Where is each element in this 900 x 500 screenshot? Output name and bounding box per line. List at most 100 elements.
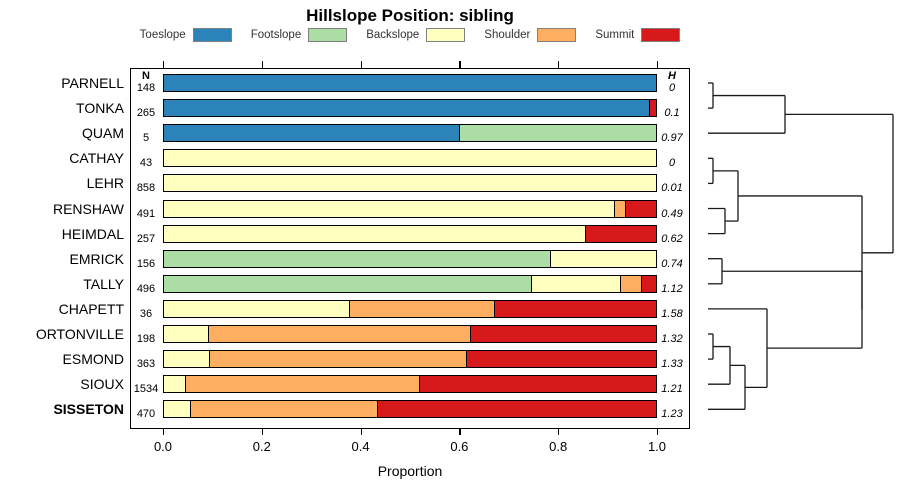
bar-segment-backslope	[164, 225, 586, 242]
axis-tick-bottom	[360, 428, 362, 435]
axis-tick-top	[261, 61, 263, 68]
axis-tick-label: 1.0	[647, 439, 667, 454]
legend-swatch-footslope	[308, 28, 348, 42]
axis-tick-bottom	[459, 428, 461, 435]
legend-label: Toeslope	[139, 29, 186, 41]
row-label-sioux: SIOUX	[80, 376, 124, 393]
bar-segment-footslope	[459, 125, 656, 142]
row-label-parnell: PARNELL	[61, 75, 124, 91]
bar-row-cathay	[163, 149, 657, 168]
bar-segment-summit	[377, 401, 656, 418]
h-value: 1.58	[661, 307, 683, 320]
n-value: 36	[139, 307, 153, 320]
axis-tick-label: 0.4	[351, 439, 370, 454]
bar-segment-summit	[585, 225, 656, 242]
bar-segment-backslope	[164, 150, 656, 167]
bar-segment-backslope	[164, 175, 656, 192]
bar-segment-backslope	[531, 275, 621, 292]
bar-segment-backslope	[164, 376, 186, 393]
legend: Toeslope Footslope Backslope Shoulder Summit	[60, 26, 760, 44]
h-value: 0.49	[661, 207, 683, 220]
h-value: 1.33	[661, 358, 683, 371]
h-column-header: H	[668, 70, 676, 82]
bar-segment-toeslope	[164, 125, 460, 142]
legend-label: Footslope	[250, 29, 302, 41]
bar-row-heimdal	[163, 224, 657, 243]
axis-tick-top	[558, 61, 560, 68]
n-value: 148	[136, 82, 156, 94]
axis-tick-label: 0.2	[252, 439, 271, 454]
bar-segment-backslope	[164, 200, 615, 217]
row-label-esmond: ESMOND	[62, 351, 124, 368]
bar-segment-backslope	[164, 401, 191, 418]
bar-row-parnell	[163, 74, 657, 92]
row-label-tally: TALLY	[83, 275, 124, 292]
axis-tick-bottom	[163, 428, 165, 435]
h-value: 0.74	[661, 257, 683, 270]
h-value: 0	[668, 157, 676, 170]
bar-row-esmond	[163, 350, 657, 369]
legend-item-backslope: Backslope	[366, 28, 466, 42]
n-value: 1534	[133, 383, 159, 396]
axis-tick-bottom	[657, 428, 659, 435]
bar-row-renshaw	[163, 199, 657, 218]
n-value: 470	[136, 408, 156, 421]
h-value: 0.01	[661, 182, 683, 195]
bar-row-quam	[163, 124, 657, 143]
row-label-sisseton: SISSETON	[53, 401, 124, 418]
n-value: 363	[136, 358, 156, 371]
bar-segment-summit	[418, 376, 656, 393]
n-value: 496	[136, 282, 156, 295]
legend-label: Summit	[595, 29, 635, 41]
n-value: 43	[139, 157, 153, 170]
bar-row-emrick	[163, 249, 657, 268]
row-label-chapett: CHAPETT	[58, 300, 124, 317]
legend-swatch-backslope	[426, 28, 466, 42]
h-value: 1.23	[661, 408, 683, 421]
bar-segment-footslope	[164, 275, 532, 292]
legend-swatch-shoulder	[537, 28, 577, 42]
bar-segment-shoulder	[207, 326, 470, 342]
legend-swatch-toeslope	[192, 28, 232, 42]
h-value: 0	[668, 82, 676, 94]
bar-segment-summit	[465, 351, 656, 368]
legend-item-shoulder: Shoulder	[484, 28, 577, 42]
bar-row-sisseton	[163, 400, 657, 419]
bar-row-tally	[163, 274, 657, 293]
bar-segment-summit	[624, 200, 656, 217]
axis-tick-label: 0.8	[549, 439, 568, 454]
row-label-heimdal: HEIMDAL	[61, 225, 124, 242]
bar-segment-backslope	[164, 351, 209, 368]
legend-item-footslope: Footslope	[251, 28, 348, 42]
legend-label: Backslope	[366, 29, 420, 41]
n-value: 491	[136, 207, 156, 220]
bar-segment-summit	[641, 275, 656, 292]
n-column-header: N	[142, 70, 150, 82]
bar-segment-shoulder	[614, 200, 625, 217]
row-label-tonka: TONKA	[76, 100, 124, 117]
axis-tick-bottom	[261, 428, 263, 435]
n-value: 5	[142, 132, 150, 145]
bar-row-lehr	[163, 174, 657, 193]
bar-segment-shoulder	[185, 376, 419, 393]
axis-tick-top	[360, 61, 362, 68]
row-label-renshaw: RENSHAW	[52, 200, 124, 217]
h-value: 1.32	[661, 333, 683, 345]
row-label-emrick: EMRICK	[69, 250, 124, 267]
bar-segment-shoulder	[190, 401, 378, 418]
bar-segment-backslope	[550, 250, 656, 267]
axis-tick-top	[459, 61, 461, 68]
legend-item-toeslope: Toeslope	[140, 28, 232, 42]
bar-segment-summit	[469, 326, 656, 342]
bar-segment-summit	[648, 100, 656, 117]
legend-label: Shoulder	[484, 29, 531, 41]
n-value: 265	[136, 107, 156, 120]
axis-tick-top	[657, 61, 659, 68]
bar-segment-shoulder	[348, 300, 494, 317]
h-value: 1.21	[661, 383, 683, 396]
h-value: 1.12	[661, 282, 683, 295]
x-axis-label: Proportion	[377, 463, 443, 479]
axis-tick-bottom	[558, 428, 560, 435]
